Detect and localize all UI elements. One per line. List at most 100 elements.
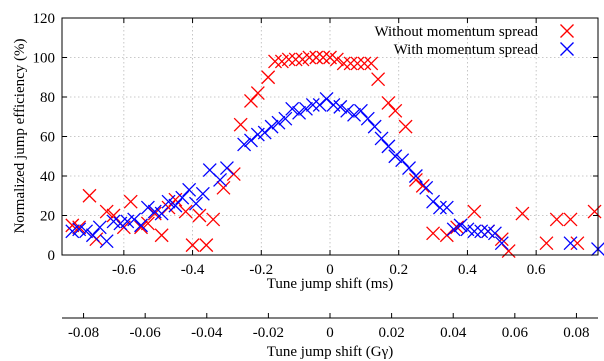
data-point xyxy=(292,105,307,120)
data-point xyxy=(264,119,279,134)
data-point-stroke xyxy=(82,188,97,203)
data-point-stroke xyxy=(329,52,344,67)
data-point xyxy=(494,232,509,247)
data-point-stroke xyxy=(446,222,461,237)
data-point-stroke xyxy=(99,204,114,219)
data-point xyxy=(426,194,441,209)
data-point xyxy=(415,178,430,193)
data-point xyxy=(271,115,286,130)
data-point xyxy=(185,238,200,253)
data-point xyxy=(350,56,365,71)
data-point-stroke xyxy=(408,169,423,183)
x-tick-label: 0.4 xyxy=(458,262,477,278)
x-tick-label: -0.4 xyxy=(181,262,205,278)
data-point-stroke xyxy=(408,172,423,187)
data-point-stroke xyxy=(106,208,121,223)
y-tick-label: 60 xyxy=(40,130,55,146)
data-point xyxy=(244,133,258,148)
data-point xyxy=(357,56,372,71)
data-point xyxy=(467,204,482,219)
data-point xyxy=(219,161,234,176)
data-point xyxy=(161,194,176,209)
data-point xyxy=(494,236,509,251)
data-point-stroke xyxy=(357,56,372,71)
data-point-stroke xyxy=(381,95,396,110)
y-tick-label: 40 xyxy=(40,169,55,185)
data-point-stroke xyxy=(305,97,320,112)
data-point xyxy=(178,204,193,219)
y-tick-label: 80 xyxy=(40,90,55,106)
data-point xyxy=(195,186,210,201)
x-axis-title: Tune jump shift (ms) xyxy=(267,276,394,292)
data-point-stroke xyxy=(244,93,258,108)
data-point-stroke xyxy=(175,190,190,205)
secondary-x-tick-label: 0 xyxy=(326,325,334,341)
data-point xyxy=(343,56,358,71)
data-point xyxy=(408,172,423,187)
data-point xyxy=(501,244,516,259)
data-point-stroke xyxy=(381,139,396,154)
data-point-stroke xyxy=(189,196,203,211)
data-point-stroke xyxy=(233,117,248,132)
data-point-stroke xyxy=(364,56,379,71)
series-with-momentum-spread xyxy=(65,92,604,257)
data-point xyxy=(233,117,248,132)
data-point-stroke xyxy=(264,119,279,134)
data-point-stroke xyxy=(367,119,382,134)
secondary-x-axis-title: Tune jump shift (Gγ) xyxy=(267,344,394,360)
data-point-stroke xyxy=(587,204,602,219)
data-point-stroke xyxy=(134,218,148,233)
data-point xyxy=(563,236,578,251)
data-point xyxy=(92,220,107,235)
secondary-x-tick-label: -0.02 xyxy=(253,325,284,341)
data-point xyxy=(371,72,386,87)
data-point xyxy=(189,196,203,211)
data-point-stroke xyxy=(127,212,142,227)
secondary-x-tick-label: 0.02 xyxy=(378,325,404,341)
data-point-stroke xyxy=(539,236,554,251)
secondary-x-tick-label: -0.08 xyxy=(68,325,99,341)
legend: Without momentum spread With momentum spr… xyxy=(374,24,574,58)
data-point-stroke xyxy=(195,186,210,201)
data-point xyxy=(446,222,461,237)
data-point xyxy=(381,95,396,110)
data-point xyxy=(79,224,94,239)
data-point-stroke xyxy=(336,56,351,71)
x-tick-label: 0.6 xyxy=(527,262,546,278)
data-point xyxy=(216,180,231,195)
y-tick-label: 120 xyxy=(33,11,56,27)
data-point-stroke xyxy=(168,198,183,213)
x-tick-label: -0.6 xyxy=(112,262,136,278)
data-point-stroke xyxy=(202,163,217,178)
data-point-stroke xyxy=(161,194,176,209)
data-point-stroke xyxy=(340,103,355,118)
data-point xyxy=(305,97,320,112)
secondary-x-tick-label: 0.04 xyxy=(440,325,467,341)
data-point xyxy=(388,149,403,164)
data-point-stroke xyxy=(72,222,87,237)
data-point xyxy=(309,50,324,65)
data-point xyxy=(85,228,100,243)
data-point xyxy=(127,212,142,227)
data-point-stroke xyxy=(226,167,241,181)
data-point-stroke xyxy=(426,194,441,209)
data-point-stroke xyxy=(309,50,324,65)
data-point-stroke xyxy=(288,52,303,67)
data-point-stroke xyxy=(213,172,228,187)
data-point-stroke xyxy=(219,161,234,176)
data-point xyxy=(199,238,214,253)
data-point xyxy=(426,226,441,241)
data-point xyxy=(374,131,389,146)
data-point xyxy=(175,190,190,205)
data-point xyxy=(367,119,382,134)
data-point xyxy=(302,50,317,65)
data-point-stroke xyxy=(250,86,265,101)
data-point xyxy=(288,52,303,67)
data-point-stroke xyxy=(487,226,502,241)
data-point xyxy=(439,228,454,243)
x-tick-label: -0.2 xyxy=(249,262,273,278)
data-point-stroke xyxy=(178,204,193,219)
data-point-stroke xyxy=(350,56,365,71)
data-point xyxy=(154,206,169,221)
data-point xyxy=(123,194,138,209)
